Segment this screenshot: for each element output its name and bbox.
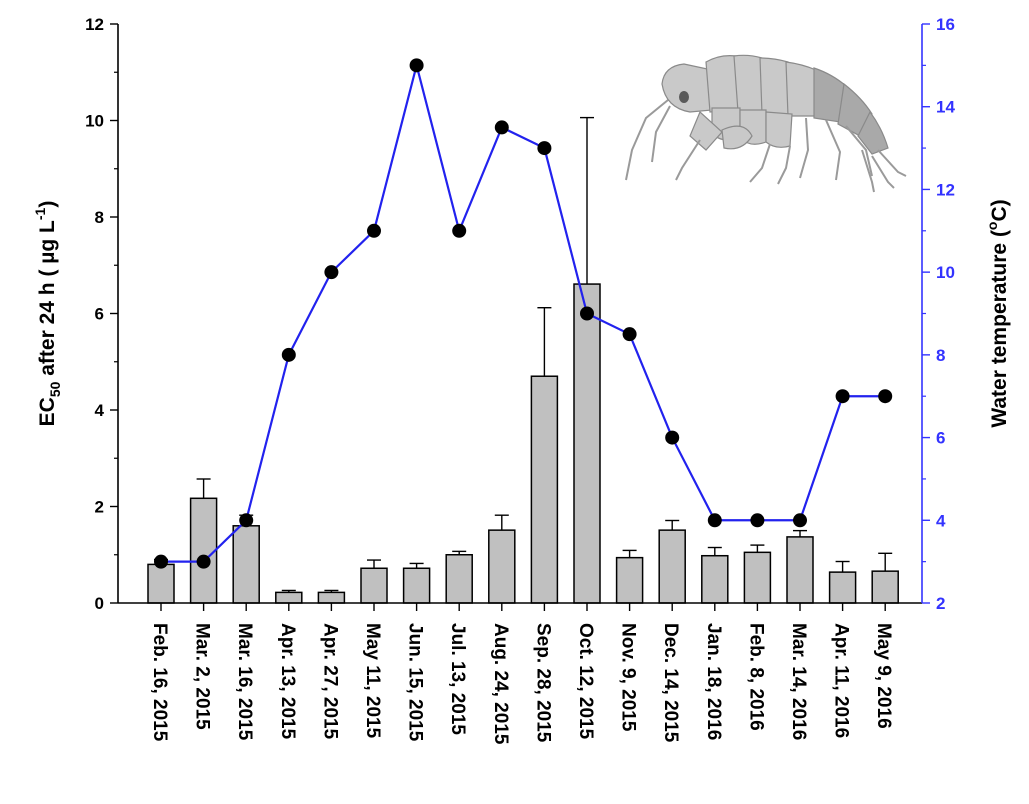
- left-axis-title: EC50 after 24 h ( µg L-1): [32, 201, 63, 427]
- left-axis-title-sub: 50: [47, 381, 63, 397]
- x-tick-label: Aug. 24, 2015: [490, 623, 511, 745]
- bar: [275, 591, 303, 604]
- left-tick-label: 4: [95, 401, 105, 420]
- x-tick-label: Oct. 12, 2015: [575, 623, 596, 740]
- x-tick-label: Apr. 27, 2015: [319, 623, 340, 740]
- temperature-point: [835, 389, 850, 404]
- bar-series: [147, 283, 899, 604]
- temperature-point: [707, 513, 722, 528]
- temperature-point: [622, 327, 637, 342]
- right-axis-title-sup: o: [984, 222, 1000, 231]
- bar: [573, 283, 601, 604]
- bar: [147, 563, 175, 604]
- temperature-point: [665, 430, 680, 445]
- x-tick-label: Nov. 9, 2015: [618, 623, 639, 732]
- temperature-point: [324, 265, 339, 280]
- right-tick-label: 14: [936, 98, 955, 117]
- x-tick-label: Apr. 13, 2015: [277, 623, 298, 740]
- x-tick-label: Mar. 16, 2015: [234, 623, 255, 741]
- right-axis-title: Water temperature (oC): [984, 199, 1011, 427]
- left-tick-label: 12: [85, 15, 104, 34]
- bar: [701, 554, 729, 604]
- temperature-point: [494, 120, 509, 135]
- temperature-point: [367, 223, 381, 238]
- temperature-line: [161, 65, 886, 563]
- right-tick-label: 6: [936, 429, 945, 448]
- x-tick-label: Mar. 2, 2015: [192, 623, 213, 730]
- left-tick-label: 8: [95, 208, 104, 227]
- x-tick-label: Jun. 15, 2015: [405, 623, 426, 742]
- x-tick-label: Feb. 16, 2015: [149, 623, 170, 742]
- x-tick-label: Dec. 14, 2015: [660, 623, 681, 743]
- right-tick-label: 4: [936, 511, 946, 530]
- left-axis-title-sup: -1: [32, 207, 48, 220]
- amphipod-illustration: [625, 54, 907, 193]
- bar: [488, 529, 516, 604]
- temperature-point: [154, 554, 168, 569]
- x-tick-label: Mar. 14, 2016: [788, 623, 809, 740]
- bar: [743, 551, 772, 604]
- bar: [530, 375, 559, 604]
- temperature-point: [409, 58, 424, 73]
- left-tick-label: 0: [95, 594, 104, 613]
- left-tick-label: 2: [95, 498, 104, 517]
- x-tick-label: May 9, 2016: [873, 623, 894, 729]
- bar: [360, 567, 388, 604]
- left-axis-title-rest: after 24 h ( µg L: [36, 220, 59, 382]
- bar: [786, 536, 814, 604]
- left-tick-label: 6: [95, 305, 104, 324]
- bar: [189, 497, 218, 604]
- bar: [658, 529, 686, 604]
- x-tick-label: Feb. 8, 2016: [745, 623, 766, 731]
- right-axis-title-end: C): [988, 199, 1011, 221]
- temperature-point: [281, 347, 296, 362]
- bar: [402, 567, 431, 604]
- temperature-line-series: [154, 58, 893, 569]
- temperature-point: [750, 513, 765, 528]
- x-tick-label: Jul. 13, 2015: [447, 623, 468, 735]
- axis-labels: EC50 after 24 h ( µg L-1) Water temperatu…: [32, 199, 1011, 427]
- axes: 0 2 4 6 8 10 12 2 4 6 8 10 12 14 16 Feb. 16, 2015 Mar. 2…: [85, 15, 955, 745]
- x-tick-label: May 11, 2015: [362, 623, 383, 739]
- bar: [232, 525, 260, 604]
- right-tick-label: 10: [936, 263, 955, 282]
- temperature-point: [196, 554, 211, 569]
- bar: [615, 556, 644, 604]
- right-tick-label: 16: [936, 15, 955, 34]
- temperature-point: [580, 306, 594, 321]
- left-tick-label: 10: [85, 112, 104, 131]
- temperature-point: [878, 389, 893, 404]
- temperature-point: [537, 141, 552, 156]
- temperature-point: [793, 513, 807, 528]
- left-axis-title-end: ): [36, 201, 59, 208]
- bar: [828, 571, 857, 604]
- temperature-point: [452, 223, 467, 238]
- x-tick-label: Sep. 28, 2015: [532, 623, 553, 743]
- right-axis-title-main: Water temperature (: [988, 230, 1011, 428]
- left-axis-title-main: EC: [36, 397, 59, 426]
- x-tick-label: Apr. 11, 2016: [831, 623, 852, 738]
- bar: [317, 591, 346, 604]
- right-tick-label: 12: [936, 180, 955, 199]
- right-tick-label: 8: [936, 346, 945, 365]
- bar: [871, 570, 899, 604]
- x-tick-label: Jan. 18, 2016: [703, 623, 724, 740]
- bar: [445, 554, 473, 604]
- right-tick-label: 2: [936, 594, 945, 613]
- temperature-point: [239, 513, 254, 528]
